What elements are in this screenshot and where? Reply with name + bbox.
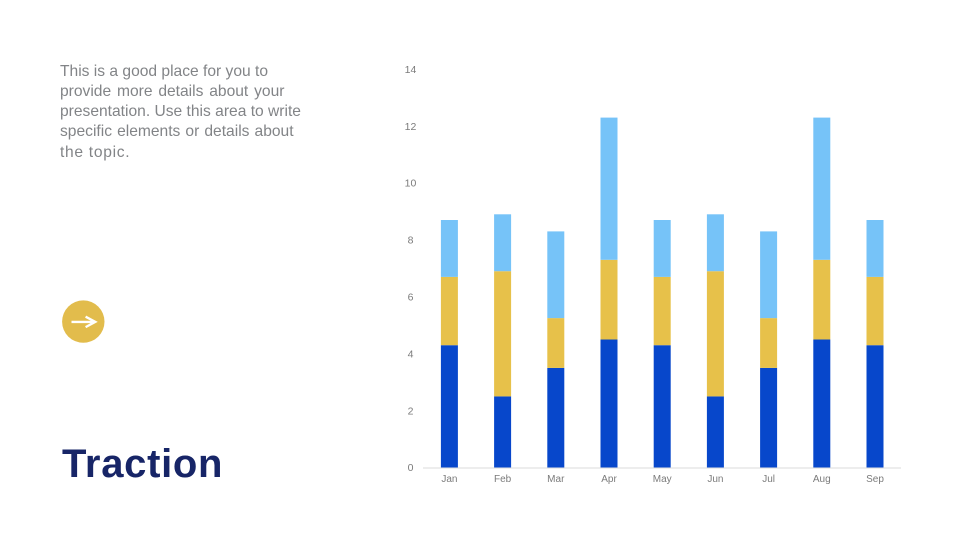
- svg-text:Jun: Jun: [707, 474, 723, 485]
- svg-text:May: May: [653, 474, 672, 485]
- svg-text:Aug: Aug: [813, 474, 831, 485]
- svg-text:2: 2: [408, 405, 414, 417]
- svg-text:Sep: Sep: [866, 474, 884, 485]
- svg-text:4: 4: [408, 348, 414, 360]
- svg-text:6: 6: [408, 292, 414, 304]
- svg-text:Jul: Jul: [762, 474, 775, 485]
- svg-text:0: 0: [408, 462, 414, 474]
- svg-text:Jan: Jan: [441, 474, 457, 485]
- svg-text:Mar: Mar: [547, 474, 565, 485]
- svg-text:14: 14: [405, 64, 417, 76]
- svg-text:8: 8: [408, 235, 414, 247]
- svg-text:10: 10: [405, 178, 417, 190]
- svg-text:12: 12: [405, 121, 417, 133]
- svg-text:Feb: Feb: [494, 474, 512, 485]
- svg-text:Apr: Apr: [601, 474, 617, 485]
